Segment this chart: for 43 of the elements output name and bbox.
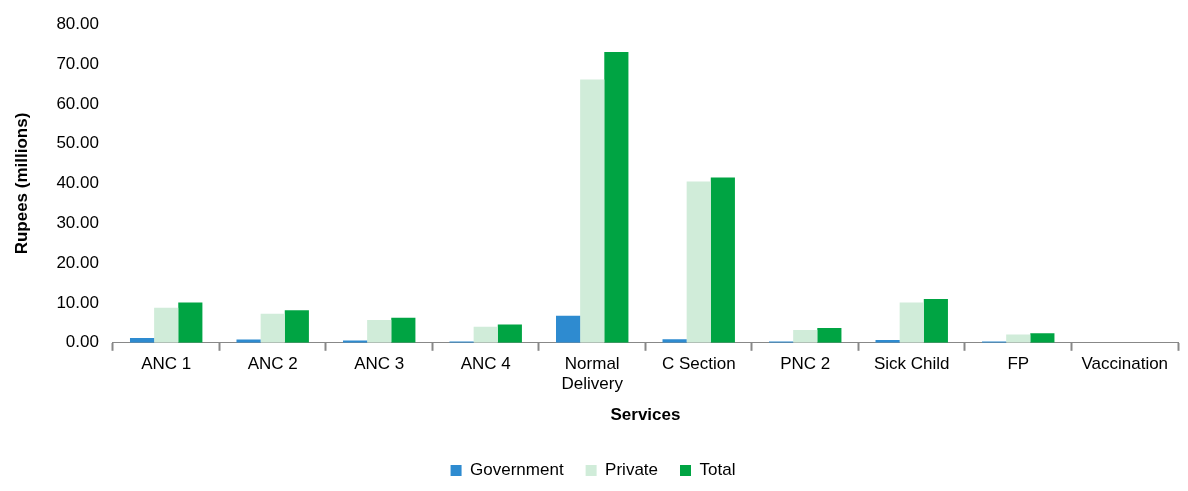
x-tick-label: ANC 3 bbox=[354, 353, 405, 373]
bar bbox=[260, 313, 285, 343]
bar bbox=[1006, 334, 1031, 343]
x-tick-label: PNC 2 bbox=[780, 353, 831, 373]
bar bbox=[284, 310, 309, 343]
y-tick-label: 50.00 bbox=[56, 133, 99, 153]
bar bbox=[1030, 333, 1055, 343]
bar bbox=[178, 302, 203, 343]
x-tick-label: C Section bbox=[661, 353, 736, 373]
x-tick-label: ANC 1 bbox=[141, 353, 192, 373]
x-tick-label: ANC 2 bbox=[247, 353, 298, 373]
bar bbox=[923, 298, 948, 343]
bar bbox=[793, 330, 818, 343]
legend-label: Total bbox=[699, 460, 736, 480]
x-tick-label: Sick Child bbox=[873, 353, 950, 373]
y-tick-label: 70.00 bbox=[56, 53, 99, 73]
bar bbox=[391, 317, 416, 343]
bar bbox=[497, 324, 522, 343]
bar bbox=[710, 177, 735, 343]
x-axis-title: Services bbox=[610, 405, 681, 425]
x-tick-label: Vaccination bbox=[1081, 353, 1169, 373]
bar bbox=[899, 302, 924, 343]
bar bbox=[556, 315, 581, 343]
y-tick-label: 60.00 bbox=[56, 93, 99, 113]
x-tick-label: FP bbox=[1007, 353, 1030, 373]
x-tick-label: ANC 4 bbox=[460, 353, 511, 373]
y-tick-label: 30.00 bbox=[56, 213, 99, 233]
y-tick-label: 80.00 bbox=[56, 13, 99, 33]
y-tick-label: 20.00 bbox=[56, 252, 99, 272]
y-tick-label: 0.00 bbox=[65, 332, 99, 352]
y-tick-label: 40.00 bbox=[56, 173, 99, 193]
legend-label: Private bbox=[605, 460, 659, 480]
bar bbox=[817, 328, 842, 343]
y-tick-label: 10.00 bbox=[56, 292, 99, 312]
legend-label: Government bbox=[470, 460, 564, 480]
x-tick-label: Normal Delivery bbox=[561, 353, 624, 394]
y-axis-title: Rupees (millions) bbox=[11, 112, 31, 255]
bar bbox=[154, 307, 179, 343]
bar bbox=[604, 52, 629, 343]
bar bbox=[367, 320, 392, 343]
bar bbox=[473, 326, 498, 343]
bar bbox=[686, 181, 711, 343]
bar bbox=[580, 79, 605, 343]
